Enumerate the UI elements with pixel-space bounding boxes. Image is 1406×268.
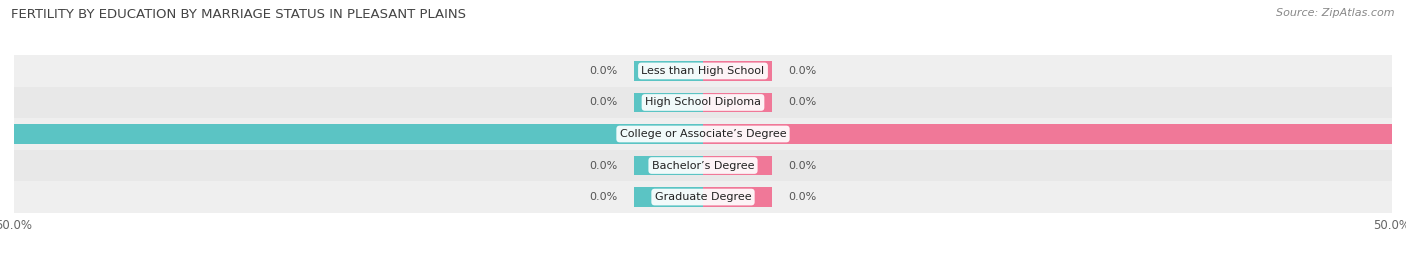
Text: High School Diploma: High School Diploma <box>645 98 761 107</box>
Bar <box>14 118 1392 150</box>
Text: Graduate Degree: Graduate Degree <box>655 192 751 202</box>
Bar <box>14 181 1392 213</box>
Bar <box>14 124 703 144</box>
Text: Less than High School: Less than High School <box>641 66 765 76</box>
Bar <box>14 150 1392 181</box>
Text: FERTILITY BY EDUCATION BY MARRIAGE STATUS IN PLEASANT PLAINS: FERTILITY BY EDUCATION BY MARRIAGE STATU… <box>11 8 467 21</box>
Text: Source: ZipAtlas.com: Source: ZipAtlas.com <box>1277 8 1395 18</box>
Text: 0.0%: 0.0% <box>589 66 617 76</box>
Bar <box>703 124 1392 144</box>
Bar <box>634 93 703 112</box>
Bar <box>703 93 772 112</box>
Bar <box>14 55 1392 87</box>
Text: College or Associate’s Degree: College or Associate’s Degree <box>620 129 786 139</box>
Text: 0.0%: 0.0% <box>789 161 817 170</box>
Text: 0.0%: 0.0% <box>589 161 617 170</box>
Bar <box>14 87 1392 118</box>
Text: 0.0%: 0.0% <box>789 192 817 202</box>
Bar <box>634 61 703 81</box>
Bar <box>703 156 772 175</box>
Bar <box>703 187 772 207</box>
Bar <box>703 61 772 81</box>
Text: 0.0%: 0.0% <box>789 98 817 107</box>
Text: Bachelor’s Degree: Bachelor’s Degree <box>652 161 754 170</box>
Text: 0.0%: 0.0% <box>789 66 817 76</box>
Bar <box>634 156 703 175</box>
Text: 0.0%: 0.0% <box>589 192 617 202</box>
Bar <box>634 187 703 207</box>
Text: 0.0%: 0.0% <box>589 98 617 107</box>
